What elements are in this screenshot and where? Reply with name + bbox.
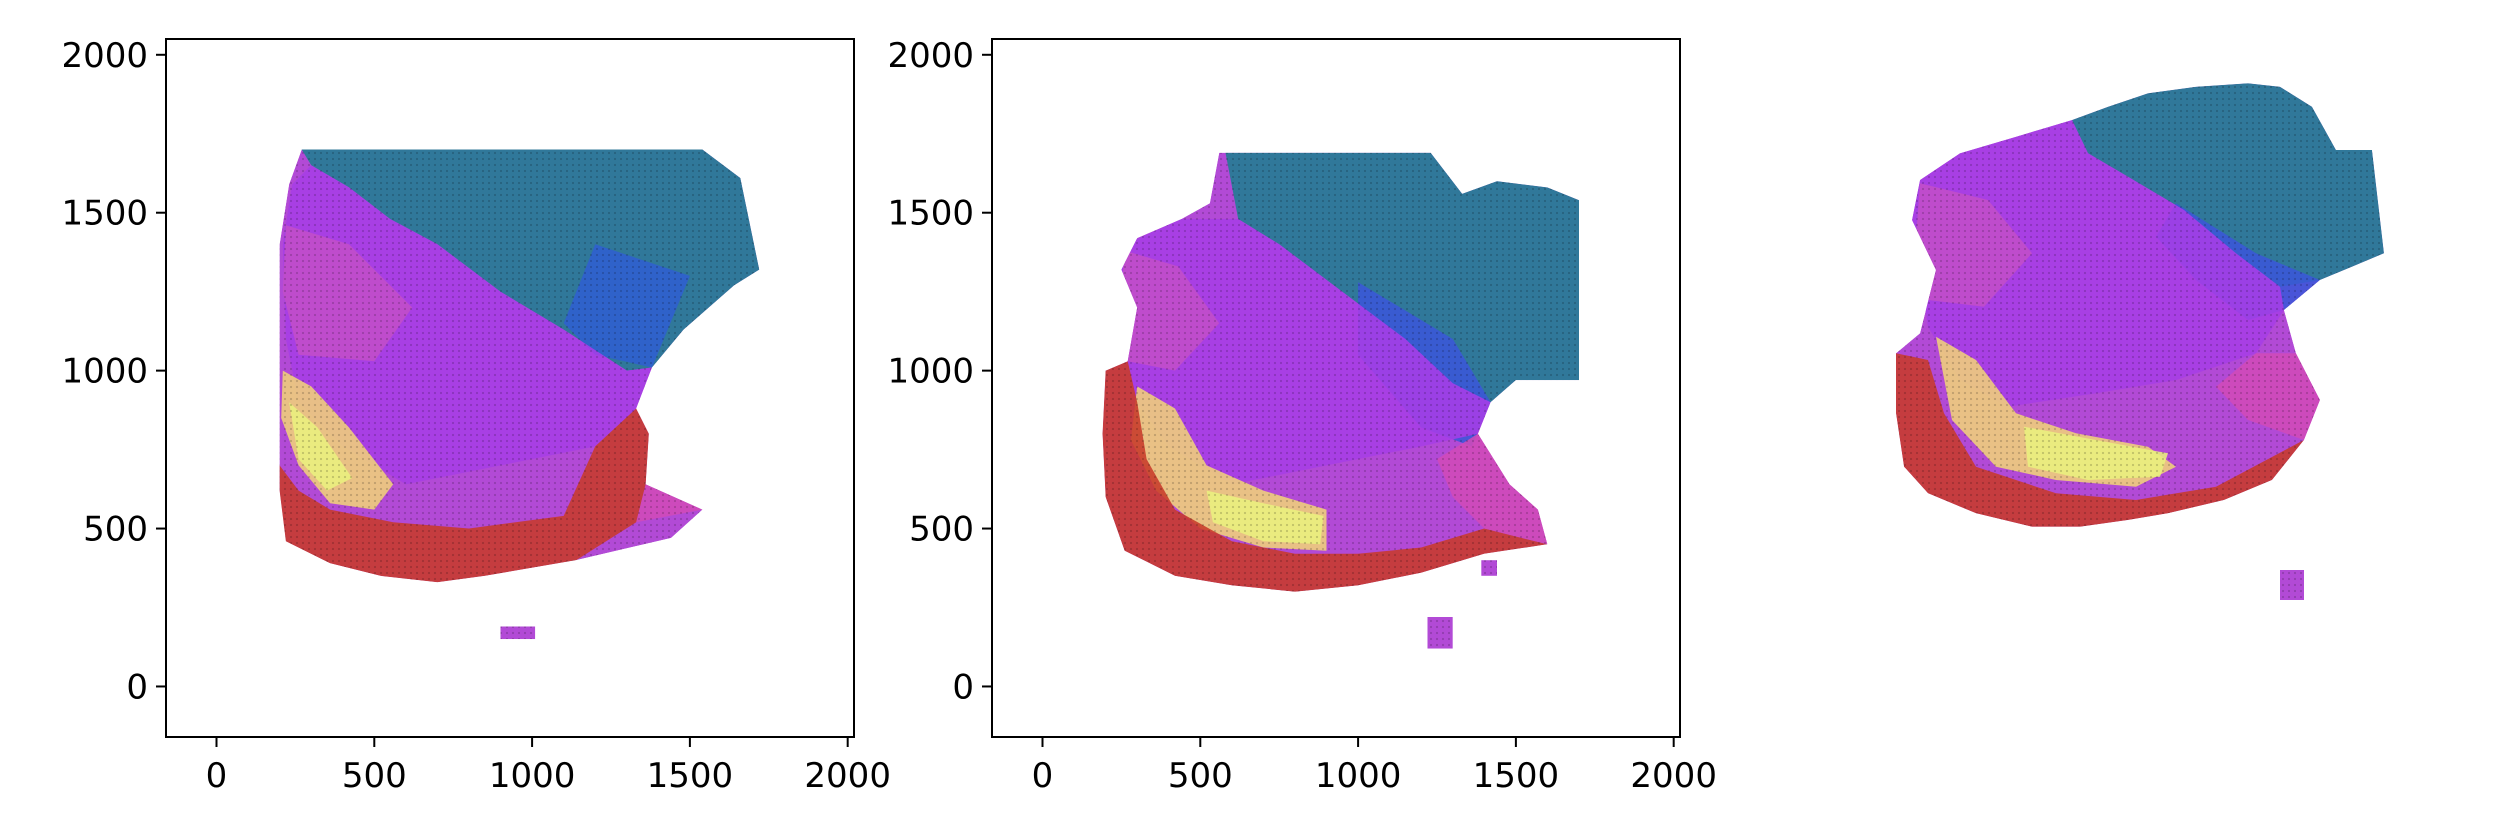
panel-1-x-ticks: 0 500 1000 1500 2000 [206, 737, 891, 796]
x-tick-label: 1500 [1473, 756, 1560, 796]
spot-texture [279, 149, 760, 640]
x-tick-label: 500 [1168, 756, 1233, 796]
y-tick-label: 1500 [61, 194, 148, 234]
y-tick-label: 2000 [61, 36, 148, 76]
panel-3-spot-regions [1896, 83, 2384, 601]
y-tick-label: 1500 [887, 194, 974, 234]
panel-2-y-ticks: 0 500 1000 1500 2000 [887, 36, 992, 707]
x-tick-label: 1000 [1315, 756, 1402, 796]
y-tick-label: 0 [952, 667, 974, 707]
panel-2-spot-regions [1102, 152, 1579, 649]
panel-1-scatter: 0 500 1000 1500 2000 0 500 1000 1500 2000 [61, 36, 890, 796]
x-tick-label: 2000 [1630, 756, 1717, 796]
x-tick-label: 500 [342, 756, 407, 796]
x-tick-label: 1500 [647, 756, 734, 796]
x-tick-label: 2000 [804, 756, 891, 796]
y-tick-label: 0 [126, 667, 148, 707]
y-tick-label: 500 [909, 510, 974, 550]
panel-3-scatter [1896, 83, 2384, 601]
panel-1-spot-regions [279, 149, 760, 640]
spot-texture [1896, 83, 2384, 601]
x-tick-label: 1000 [489, 756, 576, 796]
panel-2-x-ticks: 0 500 1000 1500 2000 [1032, 737, 1717, 796]
spot-texture [1102, 152, 1579, 649]
y-tick-label: 1000 [887, 352, 974, 392]
panel-2-scatter: 0 500 1000 1500 2000 0 500 1000 1500 2000 [887, 36, 1716, 796]
y-tick-label: 500 [83, 510, 148, 550]
y-tick-label: 2000 [887, 36, 974, 76]
panel-2-axes-frame [991, 38, 1681, 738]
panel-1-y-ticks: 0 500 1000 1500 2000 [61, 36, 166, 707]
x-tick-label: 0 [206, 756, 228, 796]
y-tick-label: 1000 [61, 352, 148, 392]
panel-1-axes-frame [165, 38, 855, 738]
x-tick-label: 0 [1032, 756, 1054, 796]
